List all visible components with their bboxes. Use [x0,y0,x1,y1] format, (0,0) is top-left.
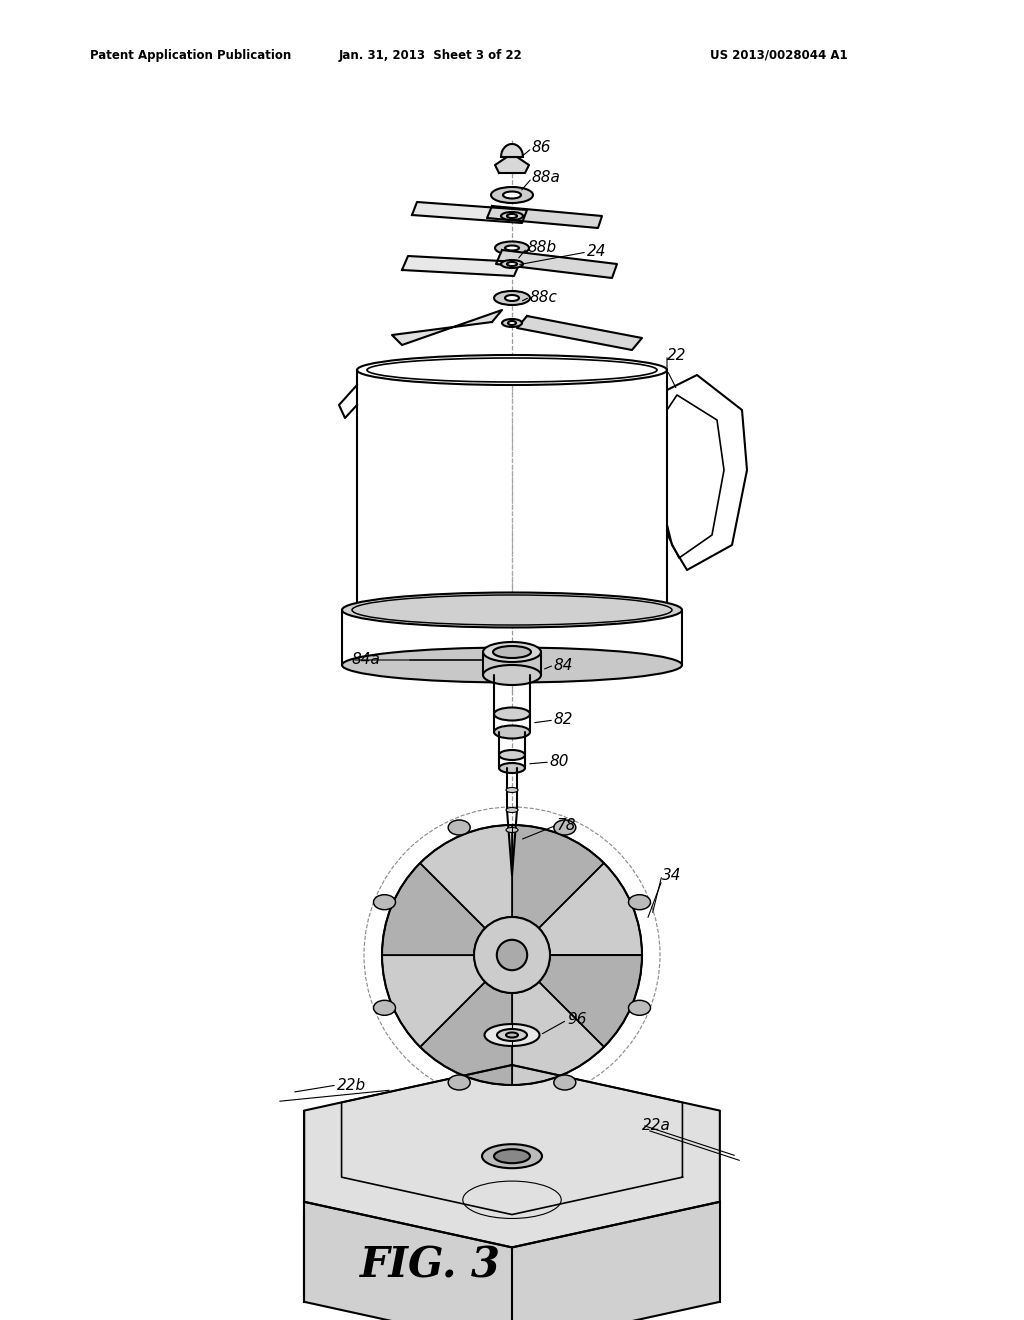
Text: 88c: 88c [530,289,558,305]
Polygon shape [412,202,527,223]
Wedge shape [420,982,512,1085]
Polygon shape [392,310,502,345]
Ellipse shape [503,191,521,198]
Ellipse shape [499,763,525,774]
Text: 22b: 22b [337,1077,367,1093]
Ellipse shape [497,940,527,970]
Polygon shape [517,315,642,350]
Text: 78: 78 [557,817,577,833]
Text: 88a: 88a [532,170,561,186]
Ellipse shape [483,665,541,685]
Ellipse shape [490,187,534,203]
Ellipse shape [449,1074,470,1090]
Text: 86: 86 [532,140,552,156]
Wedge shape [420,825,512,928]
Polygon shape [495,157,529,173]
Text: 96: 96 [567,1012,587,1027]
Ellipse shape [357,595,667,624]
Ellipse shape [506,828,518,833]
Wedge shape [382,954,485,1047]
Text: 84a: 84a [352,652,381,668]
Ellipse shape [495,242,529,255]
Polygon shape [304,1065,720,1247]
Ellipse shape [505,246,519,251]
Text: Jan. 31, 2013  Sheet 3 of 22: Jan. 31, 2013 Sheet 3 of 22 [338,49,522,62]
Ellipse shape [342,593,682,627]
Ellipse shape [483,642,541,663]
Wedge shape [382,863,485,954]
Wedge shape [512,982,604,1085]
Ellipse shape [554,820,575,836]
Polygon shape [501,144,523,157]
Ellipse shape [501,260,523,268]
Ellipse shape [494,290,530,305]
Ellipse shape [374,1001,395,1015]
Ellipse shape [474,917,550,993]
Ellipse shape [499,750,525,760]
Text: 34: 34 [662,867,682,883]
Ellipse shape [493,645,531,657]
Ellipse shape [502,319,522,327]
Ellipse shape [374,895,395,909]
Text: FIG. 3: FIG. 3 [359,1243,501,1286]
Ellipse shape [507,214,517,218]
Text: 22a: 22a [642,1118,671,1133]
Ellipse shape [507,261,517,267]
Ellipse shape [494,1150,530,1163]
Polygon shape [496,249,617,279]
Ellipse shape [484,1024,540,1045]
Polygon shape [304,1201,512,1320]
Ellipse shape [482,1144,542,1168]
Ellipse shape [508,321,516,325]
Ellipse shape [629,1001,650,1015]
Text: 80: 80 [550,755,569,770]
Ellipse shape [501,213,523,220]
Ellipse shape [494,726,530,738]
Text: Patent Application Publication: Patent Application Publication [90,49,291,62]
Polygon shape [487,206,602,228]
Polygon shape [512,1201,720,1320]
Text: 22: 22 [667,347,686,363]
Wedge shape [539,863,642,954]
Ellipse shape [505,294,519,301]
Ellipse shape [497,1030,527,1041]
Ellipse shape [629,895,650,909]
Wedge shape [539,954,642,1047]
Wedge shape [512,825,604,928]
Text: 82: 82 [554,713,573,727]
Ellipse shape [494,708,530,721]
Ellipse shape [342,648,682,682]
Ellipse shape [506,1032,518,1038]
Text: US 2013/0028044 A1: US 2013/0028044 A1 [710,49,848,62]
Ellipse shape [506,808,518,813]
Ellipse shape [357,355,667,385]
Text: 24: 24 [587,244,606,260]
Text: 84: 84 [554,657,573,672]
Text: 88b: 88b [527,240,556,256]
Ellipse shape [554,1074,575,1090]
Ellipse shape [506,788,518,792]
Polygon shape [402,256,520,276]
Ellipse shape [449,820,470,836]
